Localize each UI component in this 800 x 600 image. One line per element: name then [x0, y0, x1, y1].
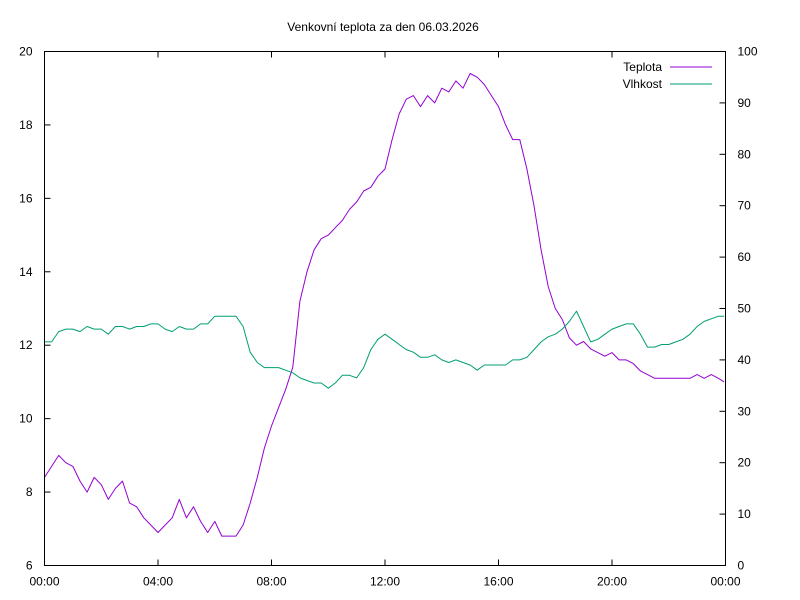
x-tick-label: 00:00: [710, 575, 740, 589]
y-tick-label: 20: [19, 45, 33, 59]
y2-tick-label: 90: [738, 96, 752, 110]
y2-tick-label: 50: [738, 302, 752, 316]
y-tick-label: 8: [26, 485, 33, 499]
y-tick-label: 6: [26, 559, 33, 573]
x-tick-label: 04:00: [143, 575, 173, 589]
series-layer: [44, 73, 725, 537]
y2-tick-label: 10: [738, 507, 752, 521]
y-tick-label: 18: [19, 118, 33, 132]
y-tick-label: 12: [19, 338, 33, 352]
y2-tick-label: 40: [738, 353, 752, 367]
legend-label: Teplota: [623, 60, 662, 74]
series-line-teplota: [44, 73, 725, 537]
x-tick-label: 00:00: [29, 575, 59, 589]
y-tick-label: 10: [19, 412, 33, 426]
legend: Teplota Vlhkost: [623, 60, 712, 91]
y2-tick-label: 80: [738, 147, 752, 161]
legend-label: Vlhkost: [623, 77, 663, 91]
y2-tick-label: 0: [738, 559, 745, 573]
x-tick-label: 16:00: [483, 575, 513, 589]
plot-frame: [44, 51, 726, 566]
y2-tick-label: 70: [738, 199, 752, 213]
y2-tick-label: 100: [738, 45, 758, 59]
x-tick-label: 20:00: [597, 575, 627, 589]
y2-tick-label: 30: [738, 404, 752, 418]
y-tick-label: 16: [19, 191, 33, 205]
y-axis-left: 6 8 10 12 14 16 18 20: [19, 45, 51, 573]
series-line-vlhkost: [44, 310, 725, 389]
x-tick-label: 08:00: [256, 575, 286, 589]
y2-tick-label: 60: [738, 250, 752, 264]
y-tick-label: 14: [19, 265, 33, 279]
x-tick-label: 12:00: [370, 575, 400, 589]
chart-title: Venkovní teplota za den 06.03.2026: [287, 20, 479, 34]
y2-tick-label: 20: [738, 456, 752, 470]
x-axis: 00:00 04:00 08:00 12:00 16:00 20:00 00:00: [29, 51, 741, 589]
